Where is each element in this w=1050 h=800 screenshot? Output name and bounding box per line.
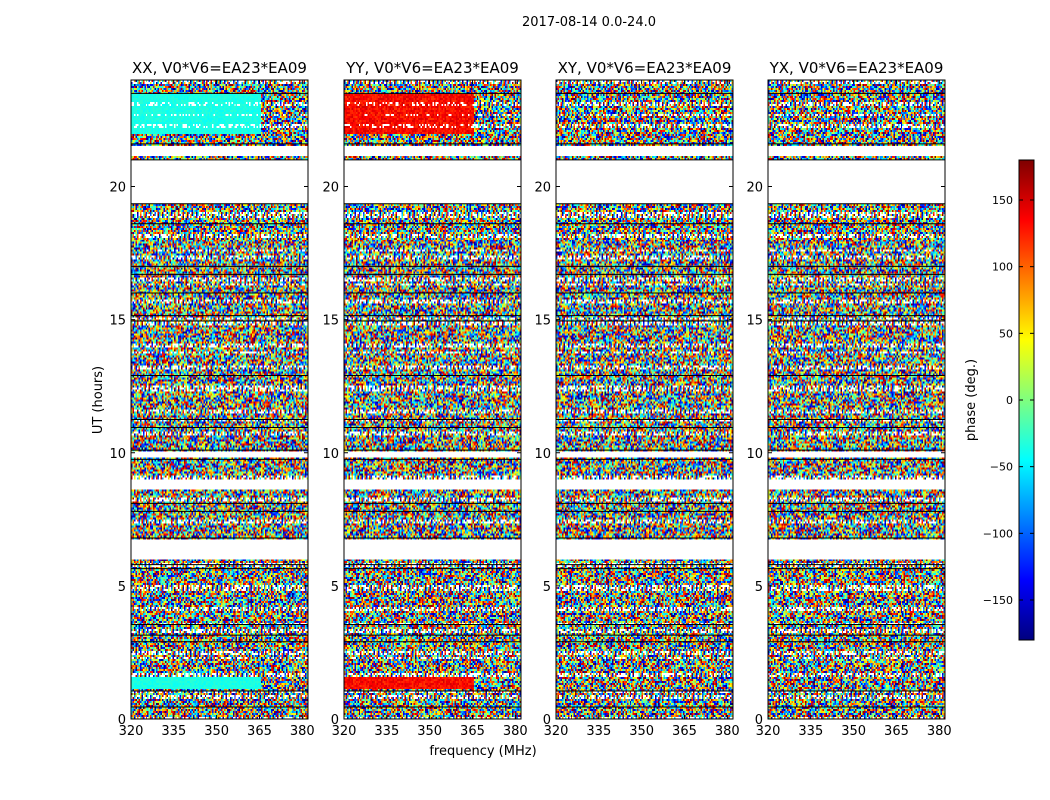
y-tick-label: 0 [118,713,126,728]
y-tick-label: 5 [118,580,126,595]
y-tick-label: 0 [331,713,339,728]
panel-yy: YY, V0*V6=EA23*EA09 320 335 350 365 380 0 5 10 15… [322,59,527,739]
heatmap-image-xx [131,80,308,719]
colorbar-tick-label: 100 [992,261,1013,274]
colorbar-tick-label: 0 [1006,394,1013,407]
y-tick-label: 5 [331,580,339,595]
panel-frame [767,79,946,720]
y-tick-label: 15 [534,314,551,329]
y-tick-label: 20 [534,181,551,196]
x-tick-label: 350 [417,724,442,739]
x-tick-label: 350 [204,724,229,739]
panels-group: XX, V0*V6=EA23*EA09 320 335 350 365 380 0 5 10 15… [109,59,951,739]
colorbar-tick-label: 50 [999,327,1013,340]
y-tick-label: 5 [543,580,551,595]
colorbar-tick-label: −100 [983,527,1013,540]
y-tick-label: 20 [746,181,763,196]
x-tick-label: 365 [460,724,485,739]
y-tick-label: 10 [746,447,763,462]
panel-frame [130,79,309,720]
x-tick-label: 365 [672,724,697,739]
panel-frame [343,79,522,720]
panel-xy: XY, V0*V6=EA23*EA09 320 335 350 365 380 0 5 10 15… [534,59,739,739]
colorbar: −150 −100 −50 0 50 100 150 [983,159,1035,641]
y-tick-label: 5 [755,580,763,595]
panel-frame [555,79,734,720]
colorbar-tick-label: 150 [992,194,1013,207]
figure-title: 2017-08-14 0.0-24.0 [522,15,656,30]
panel-title: YY, V0*V6=EA23*EA09 [345,59,519,77]
x-tick-label: 335 [586,724,611,739]
x-axis-label: frequency (MHz) [429,744,536,759]
colorbar-tick-label: −150 [983,594,1013,607]
x-tick-label: 380 [715,724,740,739]
panel-title: XX, V0*V6=EA23*EA09 [132,59,307,77]
panel-yx: YX, V0*V6=EA23*EA09 320 335 350 365 380 0 5 10 15… [746,59,951,739]
panel-title: XY, V0*V6=EA23*EA09 [558,59,732,77]
x-tick-label: 380 [290,724,315,739]
x-tick-label: 380 [503,724,528,739]
y-tick-label: 0 [543,713,551,728]
y-tick-label: 0 [755,713,763,728]
x-tick-label: 365 [884,724,909,739]
x-tick-label: 350 [841,724,866,739]
y-tick-label: 10 [109,447,126,462]
x-tick-label: 335 [798,724,823,739]
panel-xx: XX, V0*V6=EA23*EA09 320 335 350 365 380 0 5 10 15… [109,59,314,739]
y-axis-label: UT (hours) [91,366,106,434]
x-tick-label: 320 [544,724,569,739]
y-tick-label: 20 [109,181,126,196]
y-tick-label: 15 [746,314,763,329]
x-tick-label: 335 [161,724,186,739]
x-tick-label: 350 [629,724,654,739]
x-tick-label: 365 [247,724,272,739]
x-tick-label: 380 [927,724,952,739]
heatmap-image-yy [344,80,521,719]
colorbar-label: phase (deg.) [964,359,979,441]
x-tick-label: 320 [756,724,781,739]
x-tick-label: 320 [332,724,357,739]
x-tick-label: 335 [374,724,399,739]
colorbar-tick-label: −50 [990,461,1013,474]
heatmap-image-yx [768,80,945,719]
y-tick-label: 20 [322,181,339,196]
panel-title: YX, V0*V6=EA23*EA09 [769,59,944,77]
heatmap-image-xy [556,80,733,719]
y-tick-label: 10 [322,447,339,462]
x-tick-label: 320 [119,724,144,739]
y-tick-label: 10 [534,447,551,462]
y-tick-label: 15 [109,314,126,329]
y-tick-label: 15 [322,314,339,329]
